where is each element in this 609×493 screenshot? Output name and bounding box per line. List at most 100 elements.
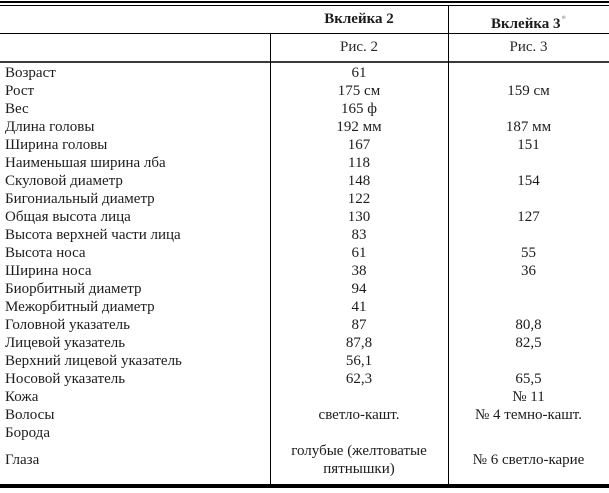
table-row: Скуловой диаметр 148 154 xyxy=(0,172,609,190)
table-row: Бигониальный диаметр 122 xyxy=(0,190,609,208)
table-row: Длина головы 192 мм 187 мм xyxy=(0,118,609,136)
table-row: Биорбитный диаметр 94 xyxy=(0,280,609,298)
subheader-divider-rule xyxy=(0,61,609,63)
value-col2: 94 xyxy=(351,281,367,297)
value-col3: 127 xyxy=(517,209,540,225)
value-col2: 87,8 xyxy=(345,335,373,351)
row-label: Общая высота лица xyxy=(5,209,131,225)
table-row: Глаза голубые (желтоватые пятнышки) № 6 … xyxy=(0,442,609,478)
value-col3 xyxy=(448,298,609,316)
value-col3 xyxy=(448,154,609,172)
table-row: Кожа № 11 xyxy=(0,388,609,406)
table-row: Общая высота лица 130 127 xyxy=(0,208,609,226)
value-col2: 130 xyxy=(347,209,371,225)
row-label: Межорбитный диаметр xyxy=(5,299,155,315)
row-label: Вес xyxy=(5,101,29,117)
table-body: Возраст 61 Рост 175 см 159 см Вес 165 ф … xyxy=(0,64,609,478)
value-col2: 87 xyxy=(351,317,367,333)
value-col2 xyxy=(270,424,448,442)
subheader-ris-3: Рис. 3 xyxy=(509,39,548,55)
row-label: Лицевой указатель xyxy=(5,335,126,351)
value-col2: светло-кашт. xyxy=(318,407,400,423)
top-double-rule-outer xyxy=(0,1,609,3)
table-row: Рост 175 см 159 см xyxy=(0,82,609,100)
value-col3 xyxy=(448,226,609,244)
table-row: Возраст 61 xyxy=(0,64,609,82)
row-label: Носовой указатель xyxy=(5,371,126,387)
footnote-marker: * xyxy=(561,14,567,24)
row-label: Высота носа xyxy=(5,245,86,261)
column-header-vkleika-3-label: Вклейка 3 xyxy=(490,16,561,32)
value-col2: 56,1 xyxy=(345,353,373,369)
value-col2: голубые (желтоватые пятнышки) xyxy=(291,443,427,477)
value-col3: № 6 светло-карие xyxy=(472,452,585,468)
subheader-ris-2: Рис. 2 xyxy=(339,39,379,55)
table-row: Борода xyxy=(0,424,609,442)
value-col3 xyxy=(448,280,609,298)
row-label: Глаза xyxy=(5,452,40,468)
value-col3: 154 xyxy=(517,173,540,189)
value-col2: 175 см xyxy=(337,83,381,99)
row-label: Скуловой диаметр xyxy=(5,173,123,189)
table-row: Высота верхней части лица 83 xyxy=(0,226,609,244)
value-col3: 80,8 xyxy=(515,317,542,333)
row-label: Высота верхней части лица xyxy=(5,227,181,243)
row-label: Возраст xyxy=(5,65,56,81)
row-label: Длина головы xyxy=(5,119,95,135)
value-col2: 41 xyxy=(351,299,367,315)
value-col2: 122 xyxy=(347,191,371,207)
row-label: Бигониальный диаметр xyxy=(5,191,155,207)
table-row: Наименьшая ширина лба 118 xyxy=(0,154,609,172)
header-divider-rule xyxy=(0,33,609,34)
value-col2: 167 xyxy=(347,137,371,153)
value-col3: № 4 темно-кашт. xyxy=(475,407,582,423)
value-col3: 187 мм xyxy=(505,119,552,135)
row-label: Рост xyxy=(5,83,35,99)
row-label: Кожа xyxy=(5,389,39,405)
row-label: Верхний лицевой указатель xyxy=(5,353,182,369)
value-col2: 118 xyxy=(348,155,370,171)
value-col3 xyxy=(448,100,609,118)
column-header-vkleika-3: Вклейка 3* xyxy=(448,6,609,33)
table-row: Верхний лицевой указатель 56,1 xyxy=(0,352,609,370)
value-col2 xyxy=(270,388,448,406)
table-row: Лицевой указатель 87,8 82,5 xyxy=(0,334,609,352)
value-col3 xyxy=(448,352,609,370)
value-col3: 55 xyxy=(521,245,536,261)
table-row: Ширина головы 167 151 xyxy=(0,136,609,154)
value-col3 xyxy=(448,64,609,82)
value-col2: 83 xyxy=(351,227,367,243)
table-row: Головной указатель 87 80,8 xyxy=(0,316,609,334)
value-col2: 192 мм xyxy=(336,119,382,135)
row-label: Борода xyxy=(5,425,50,441)
column-divider-2 xyxy=(448,6,449,484)
top-double-rule-inner xyxy=(0,5,609,6)
table-row: Высота носа 61 55 xyxy=(0,244,609,262)
value-col3: 159 см xyxy=(507,83,550,99)
row-label: Волосы xyxy=(5,407,55,423)
value-col3: 151 xyxy=(517,137,540,153)
value-col3 xyxy=(448,190,609,208)
value-col3: 65,5 xyxy=(515,371,542,387)
row-label: Биорбитный диаметр xyxy=(5,281,142,297)
value-col3: 82,5 xyxy=(515,335,542,351)
value-col2: 148 xyxy=(347,173,371,189)
value-col2: 61 xyxy=(351,245,367,261)
bottom-rule xyxy=(0,484,609,488)
value-col2: 61 xyxy=(351,65,367,81)
row-label: Наименьшая ширина лба xyxy=(5,155,166,171)
value-col3: № 11 xyxy=(512,389,545,405)
value-col2: 62,3 xyxy=(345,371,373,387)
value-col3 xyxy=(448,424,609,442)
column-divider-1 xyxy=(270,33,271,484)
table-row: Волосы светло-кашт. № 4 темно-кашт. xyxy=(0,406,609,424)
value-col3: 36 xyxy=(521,263,536,279)
column-header-vkleika-2-label: Вклейка 2 xyxy=(324,11,394,27)
table-row: Вес 165 ф xyxy=(0,100,609,118)
value-col2: 38 xyxy=(351,263,367,279)
row-label: Головной указатель xyxy=(5,317,130,333)
table-row: Носовой указатель 62,3 65,5 xyxy=(0,370,609,388)
table-row: Ширина носа 38 36 xyxy=(0,262,609,280)
table-row: Межорбитный диаметр 41 xyxy=(0,298,609,316)
